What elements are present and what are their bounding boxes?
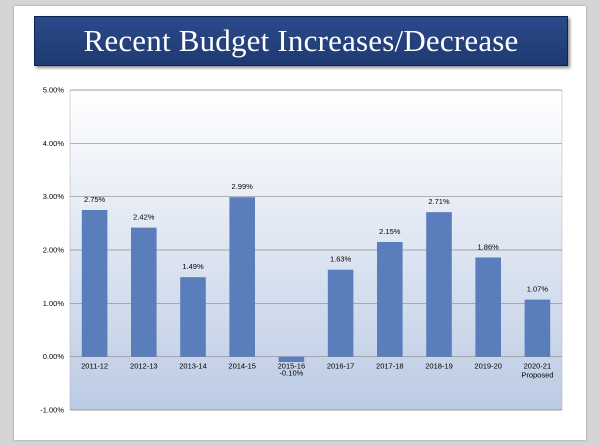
x-tick-label: 2013-14 [179,362,207,371]
gridlines [70,89,562,411]
y-tick-label: 2.00% [43,246,65,255]
y-tick-label: 5.00% [43,86,65,95]
bar [180,277,206,357]
x-tick-label: 2014-15 [228,362,256,371]
data-label: 1.07% [527,285,549,294]
data-label: 2.75% [84,195,106,204]
data-label: 1.49% [182,262,204,271]
bar [131,227,157,357]
x-axis: 2011-12 2012-13 2013-14 2014-15 2015-16 2016-… [81,362,553,380]
x-tick-label: 2017-18 [376,362,404,371]
bar [426,212,452,357]
data-label: 2.42% [133,213,155,222]
y-tick-label: 3.00% [43,192,65,201]
title-banner: Recent Budget Increases/Decrease [34,16,568,66]
bar [229,197,255,357]
data-label: -0.10% [280,369,304,378]
y-tick-label: -1.00% [40,406,64,415]
slide-title: Recent Budget Increases/Decrease [83,23,519,58]
x-tick-label: 2019-20 [474,362,502,371]
data-label: 1.86% [478,242,500,251]
x-tick-label: 2015-16 [278,362,306,371]
y-tick-label: 1.00% [43,299,65,308]
y-axis: 5.00% 4.00% 3.00% 2.00% 1.00% 0.00% -1.00% [40,86,64,415]
bar [327,269,354,357]
bar [475,257,501,357]
bar [524,299,551,357]
bar [81,210,108,357]
bars: 2.75% 2.42% 1.49% 2.99% -0.10% 1.63% 2.15% 2.71… [81,182,551,378]
y-tick-label: 0.00% [43,352,65,361]
x-tick-label: 2012-13 [130,362,158,371]
x-tick-label: 2011-12 [81,362,108,371]
bar [278,356,305,362]
y-tick-label: 4.00% [43,139,65,148]
data-label: 1.63% [330,255,352,264]
x-tick-label: 2020-21 Proposed [521,362,553,380]
x-tick-label: 2016-17 [327,362,355,371]
x-tick-label: 2018-19 [425,362,453,371]
data-label: 2.71% [428,197,450,206]
data-label: 2.99% [232,182,254,191]
bar [377,242,403,357]
data-label: 2.15% [379,227,401,236]
